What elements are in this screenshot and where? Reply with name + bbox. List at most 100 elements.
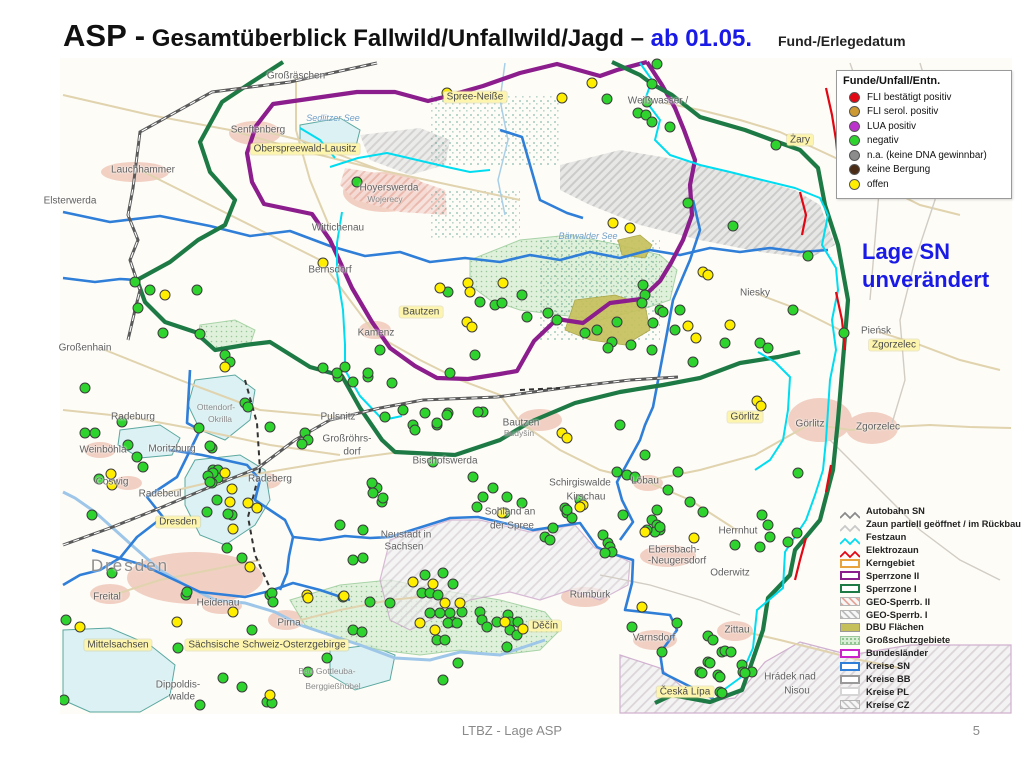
case-point-negativ bbox=[496, 297, 508, 309]
title-date: ab 01.05. bbox=[643, 25, 752, 52]
case-point-negativ bbox=[86, 509, 98, 521]
case-point-negativ bbox=[437, 567, 449, 579]
case-point-negativ bbox=[89, 427, 101, 439]
case-point-offen bbox=[755, 400, 767, 412]
case-point-negativ bbox=[444, 607, 456, 619]
case-point-negativ bbox=[172, 642, 184, 654]
case-point-negativ bbox=[193, 422, 205, 434]
case-point-negativ bbox=[617, 509, 629, 521]
case-point-negativ bbox=[384, 597, 396, 609]
case-point-negativ bbox=[729, 539, 741, 551]
case-point-negativ bbox=[544, 534, 556, 546]
case-point-negativ bbox=[501, 641, 513, 653]
legend-areas-label: Sperrzone II bbox=[866, 570, 920, 581]
case-point-negativ bbox=[687, 356, 699, 368]
case-point-offen bbox=[242, 497, 254, 509]
legend-areas-label: Festzaun bbox=[866, 532, 907, 543]
case-point-negativ bbox=[357, 552, 369, 564]
case-point-negativ bbox=[157, 327, 169, 339]
legend-funde-label: offen bbox=[867, 178, 889, 190]
case-points-layer bbox=[60, 58, 850, 711]
case-point-negativ bbox=[419, 569, 431, 581]
case-point-negativ bbox=[366, 477, 378, 489]
case-point-negativ bbox=[626, 621, 638, 633]
legend-areas-item: GEO-Sperrb. II bbox=[840, 595, 1022, 608]
case-point-negativ bbox=[651, 504, 663, 516]
legend-areas-label: Elektrozaun bbox=[866, 545, 919, 556]
legend-areas-item: Kerngebiet bbox=[840, 557, 1022, 570]
case-point-offen bbox=[441, 87, 453, 99]
case-point-offen bbox=[317, 257, 329, 269]
geo-sperrbezirk-1-area bbox=[560, 150, 835, 258]
legend-areas-label: Großschutzgebiete bbox=[866, 635, 951, 646]
case-point-offen bbox=[427, 578, 439, 590]
case-point-negativ bbox=[131, 451, 143, 463]
case-point-offen bbox=[690, 332, 702, 344]
annotation-lage-sn: Lage SN unverändert bbox=[862, 238, 989, 294]
case-point-negativ bbox=[79, 382, 91, 394]
annotation-line1: Lage SN bbox=[862, 239, 951, 264]
case-point-negativ bbox=[481, 621, 493, 633]
legend-areas-item: Kreise PL bbox=[840, 685, 1022, 698]
legend-swatch-outline-icon bbox=[840, 571, 860, 581]
case-point-offen bbox=[466, 321, 478, 333]
legend-swatch-hatch-icon bbox=[840, 700, 860, 710]
legend-funde-item: FLI serol. positiv bbox=[843, 105, 1005, 120]
case-point-offen bbox=[556, 92, 568, 104]
case-point-negativ bbox=[267, 596, 279, 608]
case-point-negativ bbox=[629, 471, 641, 483]
legend-funde-item: FLI bestätigt positiv bbox=[843, 90, 1005, 105]
case-point-negativ bbox=[302, 666, 314, 678]
case-point-negativ bbox=[611, 466, 623, 478]
legend-swatch-hatch-icon bbox=[840, 597, 860, 607]
legend-areas: Autobahn SN Zaun partiell geöffnet / im R… bbox=[839, 505, 1022, 711]
legend-areas-label: Kreise BB bbox=[866, 674, 911, 685]
case-point-negativ bbox=[397, 404, 409, 416]
case-point-negativ bbox=[547, 522, 559, 534]
legend-swatch-outline-icon bbox=[840, 584, 860, 594]
case-point-negativ bbox=[419, 407, 431, 419]
autobahn-lines bbox=[62, 61, 679, 606]
case-point-negativ bbox=[611, 316, 623, 328]
case-point-negativ bbox=[467, 471, 479, 483]
case-point-negativ bbox=[639, 449, 651, 461]
case-point-negativ bbox=[641, 96, 653, 108]
legend-swatch-outline-icon bbox=[840, 558, 860, 568]
footer-title: LTBZ - Lage ASP bbox=[461, 723, 563, 738]
legend-funde-label: negativ bbox=[867, 135, 899, 147]
case-point-negativ bbox=[194, 699, 206, 711]
case-point-offen bbox=[561, 432, 573, 444]
case-point-negativ bbox=[441, 409, 453, 421]
legend-funde-item: keine Bergung bbox=[843, 163, 1005, 178]
case-point-negativ bbox=[264, 421, 276, 433]
case-point-negativ bbox=[646, 78, 658, 90]
case-point-offen bbox=[302, 592, 314, 604]
case-point-negativ bbox=[246, 624, 258, 636]
case-point-negativ bbox=[379, 411, 391, 423]
case-point-offen bbox=[702, 269, 714, 281]
case-point-negativ bbox=[791, 527, 803, 539]
case-point-negativ bbox=[707, 634, 719, 646]
legend-funde-rows: FLI bestätigt positiv FLI serol. positiv L… bbox=[843, 90, 1005, 192]
case-point-negativ bbox=[222, 508, 234, 520]
case-point-negativ bbox=[697, 506, 709, 518]
case-point-offen bbox=[434, 282, 446, 294]
case-point-negativ bbox=[597, 529, 609, 541]
case-point-negativ bbox=[424, 607, 436, 619]
case-point-negativ bbox=[194, 328, 206, 340]
case-point-negativ bbox=[347, 624, 359, 636]
case-point-negativ bbox=[469, 349, 481, 361]
case-point-negativ bbox=[456, 606, 468, 618]
case-point-negativ bbox=[201, 506, 213, 518]
legend-areas-label: GEO-Sperrb. I bbox=[866, 609, 928, 620]
case-point-offen bbox=[586, 77, 598, 89]
case-point-negativ bbox=[374, 344, 386, 356]
case-point-negativ bbox=[334, 519, 346, 531]
case-point-negativ bbox=[754, 541, 766, 553]
legend-funde: Funde/Unfall/Entn. FLI bestätigt positiv… bbox=[836, 70, 1012, 199]
case-point-negativ bbox=[339, 361, 351, 373]
case-point-negativ bbox=[802, 250, 814, 262]
case-point-negativ bbox=[472, 406, 484, 418]
case-point-negativ bbox=[614, 419, 626, 431]
